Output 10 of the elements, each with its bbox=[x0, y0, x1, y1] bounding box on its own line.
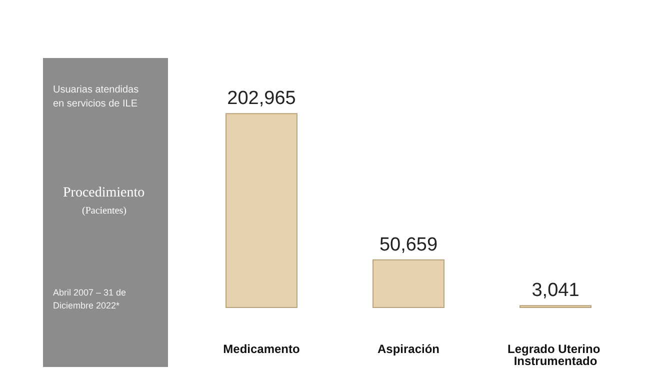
x-tick-label: Legrado Uterino Instrumentado bbox=[507, 342, 604, 368]
data-label: 50,659 bbox=[379, 234, 438, 256]
x-tick-label: Aspiración bbox=[377, 342, 440, 356]
data-label: 202,965 bbox=[227, 88, 296, 110]
text: Abril 2007 – 31 de Diciembre 2022* bbox=[53, 288, 129, 310]
text: (Pacientes) bbox=[82, 206, 126, 216]
data-label: 3,041 bbox=[532, 280, 580, 302]
text: Procedimiento bbox=[63, 186, 145, 200]
text: Usuarias atendidas en servicios de ILE bbox=[53, 84, 142, 110]
x-tick-label: Medicamento bbox=[223, 342, 300, 356]
